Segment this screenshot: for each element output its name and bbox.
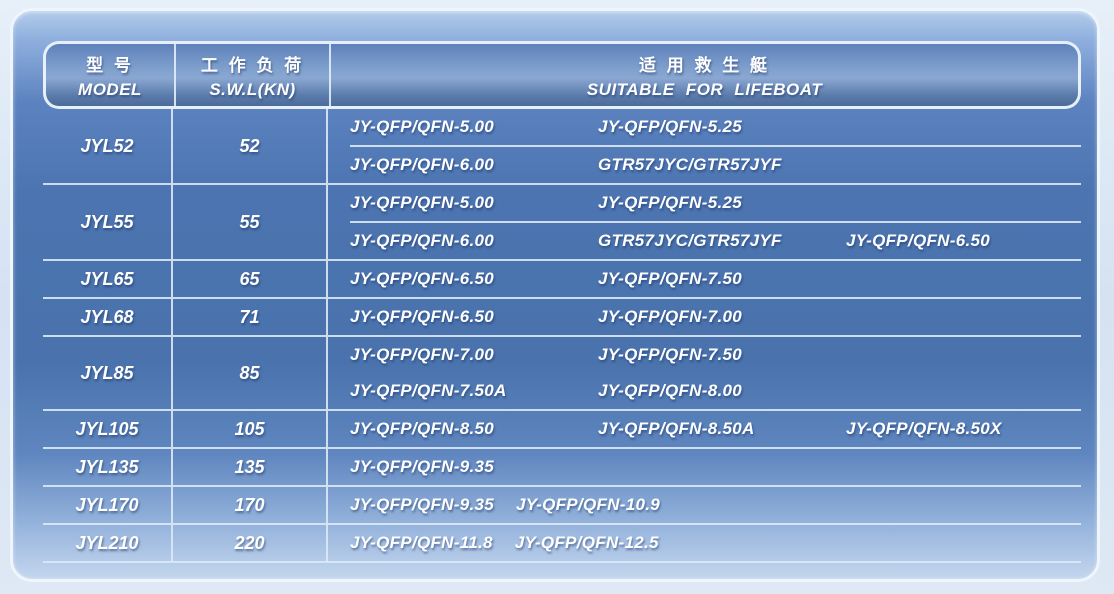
lifeboat-line: JY-QFP/QFN-6.00 GTR57JYC/GTR57JYF JY-QFP/Q… bbox=[350, 221, 1081, 259]
model-cell: JYL105 bbox=[43, 411, 173, 447]
lifeboat-model: JY-QFP/QFN-6.50 bbox=[350, 269, 494, 288]
header-col-lifeboat: 适 用 救 生 艇 SUITABLE FOR LIFEBOAT bbox=[331, 44, 1078, 106]
lifeboat-model: JY-QFP/QFN-8.50 bbox=[350, 419, 494, 438]
header-swl-cn: 工 作 负 荷 bbox=[200, 55, 305, 75]
lifeboat-model: JY-QFP/QFN-7.00 bbox=[350, 345, 494, 364]
swl-cell: 220 bbox=[173, 525, 328, 561]
lifeboat-model: JY-QFP/QFN-6.50 bbox=[846, 231, 990, 250]
lifeboat-cell: JY-QFP/QFN-9.35 JY-QFP/QFN-10.9 bbox=[328, 487, 1081, 523]
swl-cell: 85 bbox=[173, 337, 328, 409]
lifeboat-line: JY-QFP/QFN-5.00 JY-QFP/QFN-5.25 bbox=[350, 109, 1081, 145]
lifeboat-line: JY-QFP/QFN-9.35 JY-QFP/QFN-10.9 bbox=[350, 487, 1081, 523]
lifeboat-cell: JY-QFP/QFN-7.00 JY-QFP/QFN-7.50 JY-QFP/QFN… bbox=[328, 337, 1081, 409]
table-row: JYL85 85 JY-QFP/QFN-7.00 JY-QFP/QFN-7.50 J… bbox=[43, 337, 1081, 411]
header-model-cn: 型 号 bbox=[86, 55, 134, 75]
swl-cell: 135 bbox=[173, 449, 328, 485]
lifeboat-model: JY-QFP/QFN-8.00 bbox=[598, 381, 742, 400]
model-cell: JYL210 bbox=[43, 525, 173, 561]
lifeboat-model: JY-QFP/QFN-11.8 bbox=[350, 533, 493, 552]
lifeboat-cell: JY-QFP/QFN-11.8 JY-QFP/QFN-12.5 bbox=[328, 525, 1081, 561]
lifeboat-model: JY-QFP/QFN-5.00 bbox=[350, 117, 494, 136]
lifeboat-line: JY-QFP/QFN-7.00 JY-QFP/QFN-7.50 bbox=[350, 337, 1081, 373]
table-row: JYL55 55 JY-QFP/QFN-5.00 JY-QFP/QFN-5.25 J… bbox=[43, 185, 1081, 261]
lifeboat-model: JY-QFP/QFN-9.35 bbox=[350, 457, 494, 476]
lifeboat-model: JY-QFP/QFN-6.50 bbox=[350, 307, 494, 326]
lifeboat-model: JY-QFP/QFN-5.00 bbox=[350, 193, 494, 212]
lifeboat-model: JY-QFP/QFN-7.50 bbox=[598, 345, 742, 364]
swl-cell: 65 bbox=[173, 261, 328, 297]
swl-cell: 170 bbox=[173, 487, 328, 523]
table-row: JYL105 105 JY-QFP/QFN-8.50 JY-QFP/QFN-8.5… bbox=[43, 411, 1081, 449]
lifeboat-model: JY-QFP/QFN-5.25 bbox=[598, 193, 742, 212]
model-cell: JYL170 bbox=[43, 487, 173, 523]
lifeboat-cell: JY-QFP/QFN-6.50 JY-QFP/QFN-7.50 bbox=[328, 261, 1081, 297]
lifeboat-model: JY-QFP/QFN-8.50X bbox=[846, 419, 1002, 438]
lifeboat-cell: JY-QFP/QFN-5.00 JY-QFP/QFN-5.25 JY-QFP/QFN… bbox=[328, 185, 1081, 259]
lifeboat-line: JY-QFP/QFN-6.50 JY-QFP/QFN-7.50 bbox=[350, 261, 1081, 297]
lifeboat-model: JY-QFP/QFN-6.00 bbox=[350, 155, 494, 174]
davit-spec-table: 型 号 MODEL 工 作 负 荷 S.W.L(KN) 适 用 救 生 艇 SU… bbox=[43, 41, 1081, 563]
model-cell: JYL52 bbox=[43, 109, 173, 183]
table-row: JYL135 135 JY-QFP/QFN-9.35 bbox=[43, 449, 1081, 487]
table-row: JYL65 65 JY-QFP/QFN-6.50 JY-QFP/QFN-7.50 bbox=[43, 261, 1081, 299]
table-row: JYL170 170 JY-QFP/QFN-9.35 JY-QFP/QFN-10.… bbox=[43, 487, 1081, 525]
lifeboat-line: JY-QFP/QFN-9.35 bbox=[350, 449, 1081, 485]
lifeboat-model: JY-QFP/QFN-7.50 bbox=[598, 269, 742, 288]
lifeboat-cell: JY-QFP/QFN-9.35 bbox=[328, 449, 1081, 485]
lifeboat-model: JY-QFP/QFN-9.35 bbox=[350, 495, 494, 514]
table-row: JYL210 220 JY-QFP/QFN-11.8 JY-QFP/QFN-12.… bbox=[43, 525, 1081, 563]
swl-cell: 105 bbox=[173, 411, 328, 447]
lifeboat-line: JY-QFP/QFN-6.00 GTR57JYC/GTR57JYF bbox=[350, 145, 1081, 183]
model-cell: JYL135 bbox=[43, 449, 173, 485]
table-row: JYL68 71 JY-QFP/QFN-6.50 JY-QFP/QFN-7.00 bbox=[43, 299, 1081, 337]
lifeboat-model: JY-QFP/QFN-12.5 bbox=[514, 533, 659, 552]
swl-cell: 71 bbox=[173, 299, 328, 335]
swl-cell: 52 bbox=[173, 109, 328, 183]
model-cell: JYL85 bbox=[43, 337, 173, 409]
swl-cell: 55 bbox=[173, 185, 328, 259]
table-row: JYL52 52 JY-QFP/QFN-5.00 JY-QFP/QFN-5.25 J… bbox=[43, 109, 1081, 185]
lifeboat-cell: JY-QFP/QFN-8.50 JY-QFP/QFN-8.50A JY-QFP/QF… bbox=[328, 411, 1081, 447]
model-cell: JYL55 bbox=[43, 185, 173, 259]
table-header-row: 型 号 MODEL 工 作 负 荷 S.W.L(KN) 适 用 救 生 艇 SU… bbox=[43, 41, 1081, 109]
header-lifeboat-en: SUITABLE FOR LIFEBOAT bbox=[586, 79, 823, 99]
model-cell: JYL68 bbox=[43, 299, 173, 335]
lifeboat-line: JY-QFP/QFN-6.50 JY-QFP/QFN-7.00 bbox=[350, 299, 1081, 335]
table-body: JYL52 52 JY-QFP/QFN-5.00 JY-QFP/QFN-5.25 J… bbox=[43, 109, 1081, 563]
catalog-card: 型 号 MODEL 工 作 负 荷 S.W.L(KN) 适 用 救 生 艇 SU… bbox=[10, 8, 1100, 582]
lifeboat-cell: JY-QFP/QFN-5.00 JY-QFP/QFN-5.25 JY-QFP/QFN… bbox=[328, 109, 1081, 183]
header-lifeboat-cn: 适 用 救 生 艇 bbox=[639, 55, 770, 75]
model-cell: JYL65 bbox=[43, 261, 173, 297]
lifeboat-model: JY-QFP/QFN-7.50A bbox=[350, 381, 507, 400]
lifeboat-line: JY-QFP/QFN-5.00 JY-QFP/QFN-5.25 bbox=[350, 185, 1081, 221]
header-swl-en: S.W.L(KN) bbox=[209, 79, 296, 99]
lifeboat-model: JY-QFP/QFN-5.25 bbox=[598, 117, 742, 136]
lifeboat-line: JY-QFP/QFN-8.50 JY-QFP/QFN-8.50A JY-QFP/QF… bbox=[350, 411, 1081, 447]
lifeboat-model: GTR57JYC/GTR57JYF bbox=[598, 155, 782, 174]
lifeboat-model: GTR57JYC/GTR57JYF bbox=[598, 231, 782, 250]
lifeboat-model: JY-QFP/QFN-10.9 bbox=[516, 495, 660, 514]
lifeboat-line: JY-QFP/QFN-7.50A JY-QFP/QFN-8.00 bbox=[350, 373, 1081, 409]
lifeboat-model: JY-QFP/QFN-6.00 bbox=[350, 231, 494, 250]
lifeboat-model: JY-QFP/QFN-8.50A bbox=[598, 419, 755, 438]
lifeboat-line: JY-QFP/QFN-11.8 JY-QFP/QFN-12.5 bbox=[350, 525, 1081, 561]
header-col-model: 型 号 MODEL bbox=[46, 44, 176, 106]
header-model-en: MODEL bbox=[78, 79, 142, 99]
lifeboat-model: JY-QFP/QFN-7.00 bbox=[598, 307, 742, 326]
lifeboat-cell: JY-QFP/QFN-6.50 JY-QFP/QFN-7.00 bbox=[328, 299, 1081, 335]
header-col-swl: 工 作 负 荷 S.W.L(KN) bbox=[176, 44, 331, 106]
